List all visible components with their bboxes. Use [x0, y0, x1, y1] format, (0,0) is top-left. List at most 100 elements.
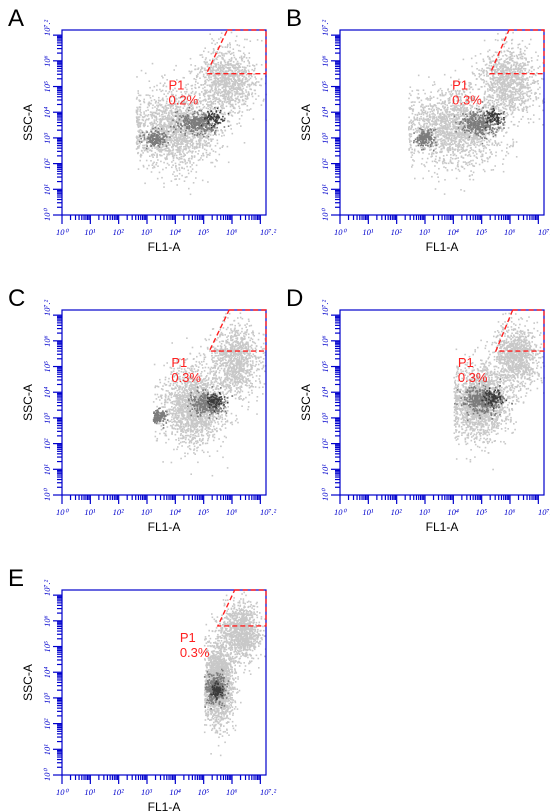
event-dot [195, 146, 198, 148]
event-dot [165, 112, 168, 115]
event-dot [177, 143, 179, 145]
event-dot [455, 167, 457, 170]
event-dot [223, 59, 226, 62]
event-dot [176, 109, 179, 111]
event-dot [195, 132, 198, 134]
event-dot [178, 120, 180, 122]
event-dot [221, 73, 224, 75]
event-dot [166, 139, 168, 142]
event-dot [177, 129, 180, 132]
event-dot [207, 94, 209, 97]
event-dot [191, 135, 194, 138]
event-dot [210, 103, 213, 105]
event-dot [228, 92, 231, 95]
event-dot [460, 120, 463, 122]
event-dot [136, 116, 138, 119]
event-dot [233, 54, 235, 57]
event-dot [224, 64, 227, 66]
event-dot [479, 143, 482, 146]
event-dot [217, 64, 220, 66]
event-dot [486, 157, 488, 159]
event-dot [189, 109, 192, 112]
event-dot [195, 177, 197, 179]
event-dot [238, 105, 240, 108]
event-dot [201, 108, 203, 111]
event-dot [458, 121, 460, 123]
event-dot [204, 124, 207, 126]
event-dot [486, 98, 488, 101]
event-dot [239, 56, 241, 59]
event-dot [408, 92, 411, 95]
event-dot [158, 96, 160, 99]
event-dot [172, 140, 175, 143]
event-dot [144, 115, 146, 118]
event-dot [193, 116, 196, 119]
event-dot [234, 67, 237, 70]
event-dot [443, 132, 446, 135]
event-dot [175, 142, 178, 145]
event-dot [210, 104, 213, 107]
event-dot [251, 92, 254, 94]
event-dot [159, 138, 161, 141]
event-dot [469, 134, 471, 137]
event-dot [140, 69, 143, 72]
event-dot [183, 112, 185, 114]
event-dot [454, 125, 456, 128]
event-dot [198, 143, 201, 146]
event-dot [163, 130, 166, 132]
event-dot [175, 134, 177, 137]
event-dot [214, 97, 216, 99]
event-dot [462, 139, 464, 141]
event-dot [172, 123, 174, 125]
event-dot [190, 70, 193, 73]
event-dot [206, 103, 208, 105]
event-dot [141, 140, 143, 142]
event-dot [448, 97, 451, 99]
event-dot [177, 114, 180, 116]
event-dot [138, 147, 140, 149]
event-dot [482, 168, 485, 171]
event-dot [462, 146, 464, 149]
event-dot [141, 131, 144, 134]
event-dot [195, 100, 197, 103]
event-dot [191, 144, 194, 146]
event-dot [175, 112, 178, 115]
event-dot [472, 72, 474, 75]
event-dot [209, 59, 211, 61]
event-dot [238, 80, 240, 82]
event-dot [238, 110, 241, 112]
event-dot [142, 119, 145, 122]
event-dot [417, 127, 419, 130]
event-dot [217, 129, 219, 132]
event-dot [209, 89, 212, 92]
event-dot [238, 66, 240, 68]
event-dot [140, 153, 142, 156]
event-dot [221, 80, 223, 82]
event-dot [240, 55, 243, 58]
event-dot [212, 150, 215, 152]
event-dot [469, 150, 471, 152]
event-dot [420, 113, 423, 115]
event-dot [489, 104, 491, 106]
event-dot [172, 117, 175, 120]
event-dot [179, 121, 182, 124]
event-dot [180, 131, 182, 133]
event-dot [174, 87, 176, 90]
event-dot [423, 146, 426, 149]
event-dot [224, 90, 226, 93]
event-dot [165, 102, 168, 104]
event-dot [176, 128, 179, 130]
event-dot [185, 122, 188, 125]
event-dot [441, 120, 444, 122]
event-dot [449, 131, 452, 134]
event-dot [227, 112, 230, 115]
event-dot [168, 139, 170, 142]
event-dot [431, 105, 434, 107]
event-dot [429, 116, 432, 119]
event-dot [150, 131, 153, 134]
event-dot [190, 85, 193, 87]
event-dot [229, 124, 232, 127]
event-dot [238, 86, 240, 88]
event-dot [215, 130, 217, 133]
event-dot [441, 94, 443, 97]
